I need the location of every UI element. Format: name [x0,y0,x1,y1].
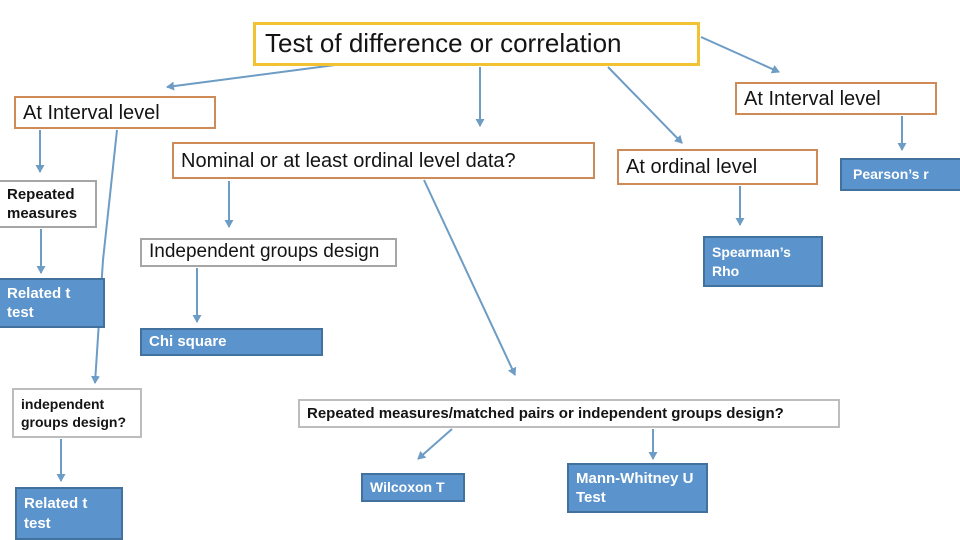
node-wilcoxon-t: Wilcoxon T [361,473,465,502]
node-interval-level-right: At Interval level [735,82,937,115]
node-ordinal-level: At ordinal level [617,149,818,185]
node-design-question: Repeated measures/matched pairs or indep… [298,399,840,428]
node-mann-whitney-u-test: Mann-Whitney U Test [567,463,708,513]
connector-nominal-to-design-question [423,179,517,376]
node-related-t-test-lower: Related t test [15,487,123,540]
node-repeated-measures: Repeated measures [0,180,97,228]
node-nominal-or-ordinal-question: Nominal or at least ordinal level data? [172,142,595,179]
connector-title-to-ordinal-level [607,66,683,144]
node-pearsons-r: Pearson’s r [840,158,960,191]
node-title: Test of difference or correlation [253,22,700,66]
node-spearmans-rho: Spearman’s Rho [703,236,823,287]
connector-design-question-to-wilcoxon-t [417,428,453,460]
connector-title-to-interval-right [700,36,780,74]
node-interval-level-left: At Interval level [14,96,216,129]
node-chi-square: Chi square [140,328,323,356]
connector-interval-left-to-independent-groups-question [90,129,118,384]
node-independent-groups-design: Independent groups design [140,238,397,267]
node-independent-groups-question: independent groups design? [12,388,142,438]
node-related-t-test-upper: Related t test [0,278,105,328]
